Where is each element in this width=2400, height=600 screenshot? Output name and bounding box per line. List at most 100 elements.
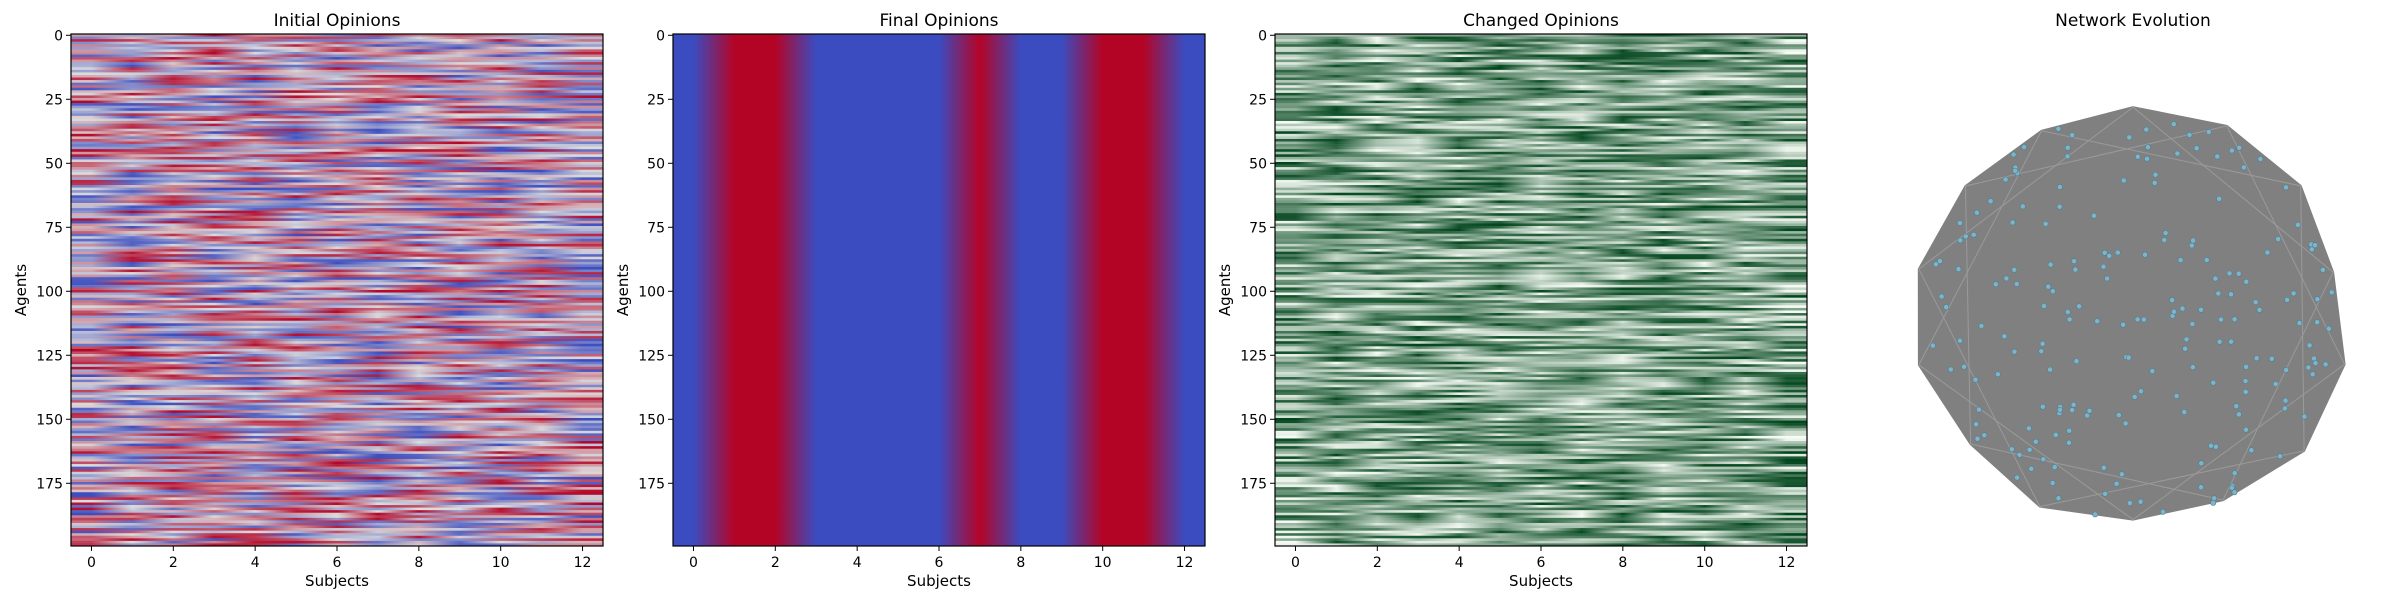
heatmap-row [71,192,603,196]
network-node [2055,495,2062,502]
heatmap-row [1275,69,1807,73]
network-node [2322,361,2329,368]
network-node [2325,325,2332,332]
heatmap-row [1275,338,1807,342]
heatmap-row [1275,190,1807,194]
heatmap-row [1275,228,1807,232]
heatmap-row [1275,243,1807,247]
heatmap-row [1275,85,1807,89]
network-node [2122,420,2129,427]
heatmap-row [71,190,603,194]
heatmap-row [71,464,603,467]
heatmap-row [71,359,603,362]
heatmap-row [71,54,603,58]
x-tick-label: 10 [1696,555,1714,571]
heatmap-row [1275,400,1807,403]
heatmap-row [71,474,603,478]
network-edge [1965,125,2227,187]
heatmap-row [71,208,603,211]
heatmap-row [1275,57,1807,60]
heatmap-row [71,535,603,539]
network-node [2228,484,2235,491]
heatmap-row [1275,205,1807,209]
heatmap-row [71,425,603,429]
heatmap-row [1275,387,1807,391]
heatmap-row [1275,412,1807,416]
heatmap-row [1275,333,1807,337]
heatmap-row [1275,274,1807,278]
heatmap-row [1275,499,1807,503]
heatmap-row [71,80,603,83]
heatmap-row [1275,187,1807,191]
heatmap-row [71,374,603,378]
heatmap-row [1275,82,1807,86]
heatmap-row [71,313,603,316]
heatmap-row [71,49,603,53]
network-node [1974,209,1980,216]
y-tick-label: 125 [1240,348,1267,364]
network-edge [2300,185,2305,451]
network-node [2306,342,2313,349]
heatmap-row [1275,105,1807,109]
network-node [2013,281,2020,287]
heatmap-row [71,456,603,460]
heatmap-row [71,461,603,465]
heatmap-row [71,540,603,544]
x-tick-label: 8 [414,555,423,571]
heatmap-row [71,266,603,270]
network-node [1976,406,1982,413]
heatmap-row [1275,67,1807,71]
heatmap-row [1275,354,1807,357]
network-node [2069,407,2075,413]
network-node [2243,426,2249,433]
heatmap-row [71,74,603,78]
network-node [2243,363,2249,370]
heatmap-row [1275,438,1807,442]
heatmap-row [1275,522,1807,526]
x-tick-label: 12 [1778,555,1796,571]
network-node [2203,257,2210,263]
heatmap-row [71,162,603,165]
network-node [2308,246,2315,253]
network-node [2198,460,2205,467]
heatmap-row [71,249,603,252]
heatmap-row [71,241,603,245]
heatmap-row [1275,246,1807,250]
heatmap-row [71,231,603,234]
network-node [2305,364,2312,371]
heatmap-row [71,67,603,71]
heatmap-row [1275,282,1807,286]
heatmap-row [1275,259,1807,263]
network-node [2118,471,2125,478]
heatmap-row [1275,220,1807,224]
heatmap-row [71,305,603,309]
network-node [2256,306,2263,313]
network-node [2120,177,2127,184]
network-node [2051,464,2058,470]
heatmap-row [1275,90,1807,94]
heatmap-row [71,297,603,301]
heatmap-row [71,282,603,286]
x-tick-label: 4 [853,555,862,571]
heatmap-row [1275,197,1807,201]
heatmap-row [1275,98,1807,101]
heatmap-row [1275,74,1807,78]
heatmap-row [71,254,603,258]
heatmap-row [1275,525,1807,529]
heatmap-row [1275,264,1807,268]
heatmap-row [1275,435,1807,439]
heatmap-row [71,118,603,122]
network-node [1972,376,1979,383]
network-node [2277,453,2283,460]
network-node [2016,451,2023,458]
network-node [2134,153,2141,160]
heatmap-row [71,382,603,386]
network-node [2296,320,2303,326]
heatmap-row [71,179,603,183]
network-edge [2226,125,2346,365]
x-tick-label: 12 [574,555,592,571]
x-axis: 0 2 4 6 8 10 12 [689,546,1193,571]
heatmap-row [1275,218,1807,222]
x-axis: 0 2 4 6 8 10 12 [87,546,591,571]
heatmap-row [71,394,603,398]
